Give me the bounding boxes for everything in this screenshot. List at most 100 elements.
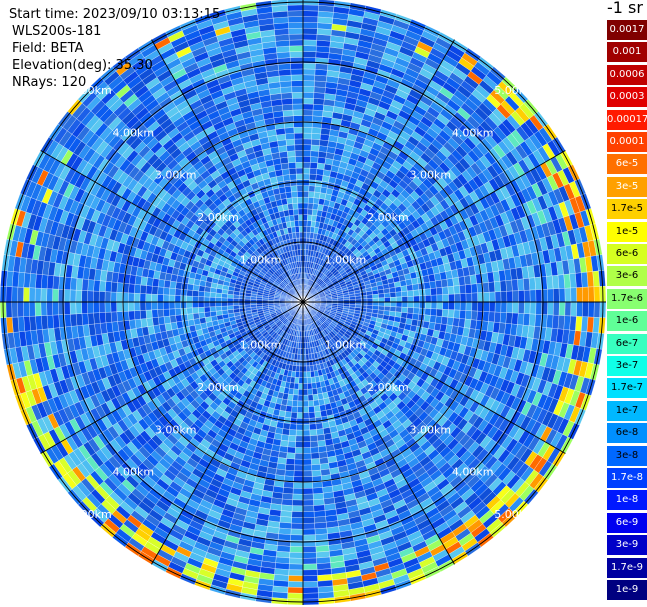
ppi-cell xyxy=(290,62,304,70)
ppi-cell xyxy=(302,551,317,559)
ppi-cell xyxy=(204,311,212,318)
ppi-cell xyxy=(285,138,296,146)
ppi-cell xyxy=(289,557,304,565)
ppi-cell xyxy=(291,400,299,408)
ppi-cell xyxy=(87,312,95,325)
ppi-cell xyxy=(372,301,380,307)
ppi-cell xyxy=(291,80,304,87)
ppi-cell xyxy=(297,389,304,396)
ppi-cell xyxy=(302,103,314,111)
ppi-cell xyxy=(302,27,318,35)
ppi-cell xyxy=(430,301,438,310)
ppi-cell xyxy=(52,301,59,316)
ppi-cell xyxy=(23,301,30,317)
ppi-cell xyxy=(302,74,316,82)
ppi-cell xyxy=(11,301,19,318)
ppi-cell xyxy=(297,196,304,204)
ppi-cell xyxy=(294,138,304,146)
ppi-cell xyxy=(500,301,508,313)
ppi-cell xyxy=(23,287,30,303)
ppi-cell xyxy=(290,68,304,76)
ppi-cell xyxy=(494,301,502,313)
ppi-cell xyxy=(127,301,135,312)
ppi-cell xyxy=(215,310,223,316)
ppi-cell xyxy=(295,156,304,163)
ppi-cell xyxy=(302,505,315,513)
ppi-cell xyxy=(180,295,187,303)
ppi-cell xyxy=(175,281,183,290)
ppi-cell xyxy=(133,292,141,303)
ppi-cell xyxy=(139,284,147,295)
ppi-cell xyxy=(133,301,141,312)
ppi-cell xyxy=(293,126,304,134)
ppi-cell xyxy=(186,301,193,309)
ppi-cell xyxy=(313,405,321,413)
ppi-cell xyxy=(226,301,234,307)
ppi-cell xyxy=(215,297,222,303)
ppi-cell xyxy=(128,310,136,321)
ppi-cell xyxy=(151,301,158,311)
ppi-cell xyxy=(413,301,420,309)
ppi-cell xyxy=(110,291,118,303)
ppi-cell xyxy=(151,285,159,295)
ppi-cell xyxy=(302,499,314,507)
ppi-cell xyxy=(168,308,176,317)
ppi-cell xyxy=(99,312,107,324)
ppi-cell xyxy=(412,307,420,315)
ppi-cell xyxy=(163,308,170,317)
ppi-cell xyxy=(116,301,123,313)
ppi-cell xyxy=(145,285,153,295)
ppi-cell xyxy=(40,288,48,303)
ppi-cell xyxy=(5,301,13,318)
ray-7 xyxy=(307,303,587,426)
ppi-cell xyxy=(280,504,293,512)
ppi-cell xyxy=(313,510,326,518)
ppi-cell xyxy=(291,406,298,413)
ppi-cell xyxy=(307,394,314,402)
ppi-cell xyxy=(75,301,83,315)
ppi-cell xyxy=(587,301,595,318)
ppi-cell xyxy=(197,296,205,303)
ppi-cell xyxy=(302,412,310,419)
ppi-cell xyxy=(145,293,152,303)
ppi-cell xyxy=(139,309,147,320)
ppi-cell xyxy=(186,307,194,315)
ppi-cell xyxy=(302,493,314,501)
ppi-cell xyxy=(285,132,295,141)
ppi-cell xyxy=(87,279,95,292)
ppi-cell xyxy=(289,546,304,553)
ppi-cell xyxy=(395,306,403,313)
ppi-cell xyxy=(302,517,315,524)
ray-9 xyxy=(307,304,574,454)
ppi-cell xyxy=(523,301,531,315)
ppi-cell xyxy=(292,482,304,489)
ppi-cell xyxy=(291,86,304,93)
ppi-cell xyxy=(289,45,304,53)
ppi-cell xyxy=(308,185,316,193)
ppi-cell xyxy=(529,301,537,315)
ppi-cell xyxy=(186,295,193,303)
ppi-cell xyxy=(302,354,307,361)
ppi-cell xyxy=(298,383,304,390)
ppi-cell xyxy=(366,301,374,306)
ppi-cell xyxy=(302,173,310,181)
ppi-cell xyxy=(488,301,496,313)
ppi-cell xyxy=(292,115,304,122)
ppi-cell xyxy=(288,208,295,216)
ppi-cell xyxy=(34,287,42,303)
ppi-cell xyxy=(296,185,304,192)
ppi-cell xyxy=(302,16,319,23)
ppi-cell xyxy=(292,97,304,105)
ppi-cell xyxy=(209,301,216,308)
ppi-cell xyxy=(297,202,304,210)
ppi-cell xyxy=(306,371,312,378)
ppi-cell xyxy=(576,301,583,317)
ppi-cell xyxy=(292,493,304,501)
ppi-cell xyxy=(93,312,101,325)
ppi-cell xyxy=(145,301,152,311)
ppi-cell xyxy=(139,301,147,311)
ppi-cell xyxy=(288,569,304,577)
ppi-cell xyxy=(63,289,71,303)
ppi-cell xyxy=(390,301,397,308)
ppi-cell xyxy=(302,470,313,478)
